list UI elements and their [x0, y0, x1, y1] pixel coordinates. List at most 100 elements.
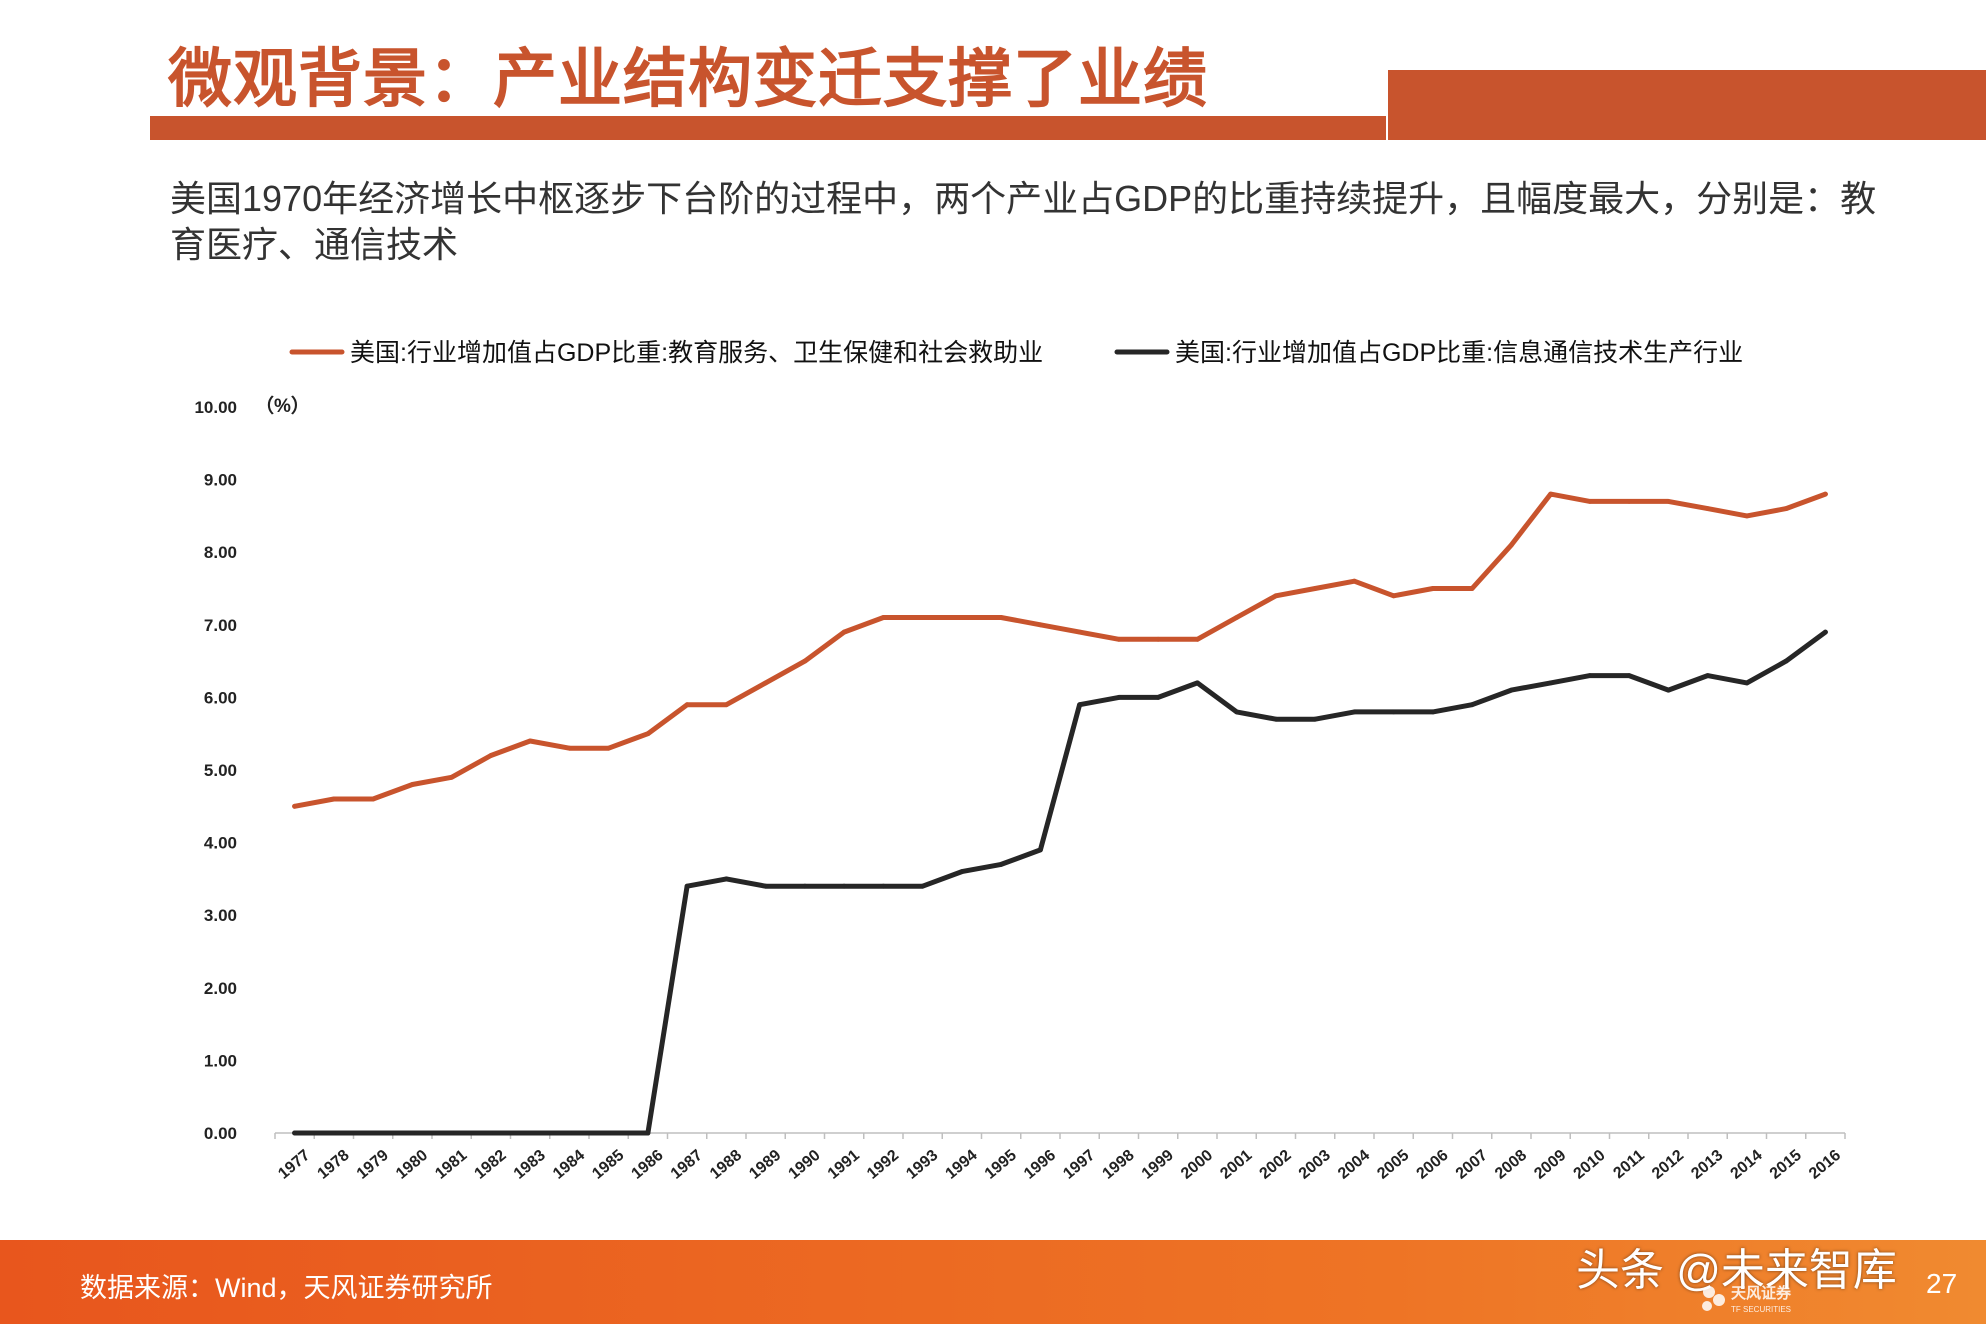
data-point [1038, 847, 1043, 853]
data-point [370, 796, 376, 802]
data-point [1352, 578, 1357, 584]
data-point [1116, 695, 1122, 700]
y-tick-label: 8.00 [204, 543, 237, 562]
x-tick-label: 1986 [628, 1147, 666, 1183]
page-title: 微观背景：产业结构变迁支撑了业绩 [168, 43, 1208, 115]
x-tick-label: 1978 [314, 1147, 352, 1183]
x-tick-label: 2011 [1610, 1147, 1648, 1182]
data-point [606, 1130, 611, 1136]
x-tick-label: 2004 [1335, 1147, 1373, 1183]
data-point [331, 796, 337, 802]
data-point [1469, 586, 1475, 591]
data-point [1077, 702, 1082, 708]
line-chart: 美国:行业增加值占GDP比重:教育服务、卫生保健和社会救助业 美国:行业增加值占G… [194, 339, 1846, 1183]
x-tick-label: 2010 [1570, 1147, 1608, 1183]
data-point [1744, 513, 1750, 519]
x-tick-label: 1998 [1099, 1147, 1137, 1183]
x-tick-label: 2003 [1296, 1147, 1334, 1183]
data-point [1744, 680, 1750, 686]
x-tick-label: 1994 [942, 1147, 980, 1183]
data-point [802, 883, 808, 889]
data-point [684, 883, 690, 889]
x-tick-label: 1993 [903, 1147, 941, 1183]
legend-label-1: 美国:行业增加值占GDP比重:教育服务、卫生保健和社会救助业 [350, 339, 1043, 367]
x-tick-label: 1989 [746, 1147, 784, 1183]
y-tick-label: 3.00 [204, 906, 237, 925]
data-point [1705, 506, 1710, 511]
x-tick-label: 1995 [982, 1147, 1020, 1183]
page-number: 27 [1926, 1268, 1958, 1299]
x-tick-label: 2009 [1531, 1147, 1569, 1183]
data-point [645, 1130, 651, 1136]
data-point [1038, 622, 1043, 628]
data-point [292, 1130, 297, 1136]
data-point [488, 753, 494, 758]
data-point [645, 731, 651, 737]
data-point [920, 883, 925, 889]
y-tick-label: 7.00 [204, 616, 237, 635]
x-tick-label: 2007 [1453, 1147, 1491, 1183]
data-point [1391, 709, 1396, 715]
watermark-text: 头条 @未来智库 [1576, 1246, 1897, 1295]
data-point [1312, 716, 1318, 722]
x-tick-label: 2012 [1649, 1147, 1687, 1183]
data-point [1312, 586, 1318, 591]
data-point [1430, 586, 1436, 591]
data-point [1273, 716, 1279, 722]
data-source-note: 数据来源：Wind，天风证券研究所 [80, 1273, 493, 1303]
data-point [920, 615, 925, 620]
data-point [1195, 680, 1200, 686]
data-point [1666, 687, 1671, 693]
data-point [1823, 491, 1828, 497]
data-point [724, 702, 729, 708]
title-accent-bar [1388, 70, 1986, 140]
x-tick-label: 1997 [1060, 1147, 1098, 1183]
data-point [998, 615, 1004, 620]
data-point [567, 1130, 572, 1136]
data-point [410, 1130, 415, 1136]
data-point [1666, 499, 1671, 504]
data-point [606, 745, 611, 751]
page-subtitle: 美国1970年经济增长中枢逐步下台阶的过程中，两个产业占GDP的比重持续提升，且… [170, 178, 1877, 265]
x-tick-label: 1991 [825, 1147, 863, 1183]
data-point [527, 738, 533, 744]
y-tick-label: 0.00 [204, 1124, 237, 1143]
footer-bar: 数据来源：Wind，天风证券研究所 头条 @未来智库 天风证券 TF SECUR… [0, 1240, 1986, 1324]
x-tick-label: 1988 [707, 1147, 745, 1183]
y-tick-label: 9.00 [204, 471, 237, 490]
data-point [959, 615, 965, 620]
data-point [1626, 499, 1632, 504]
y-tick-label: 4.00 [204, 834, 237, 853]
data-point [1509, 542, 1514, 548]
data-point [1509, 687, 1514, 693]
logo-text: 天风证券 [1731, 1284, 1792, 1302]
data-point [1430, 709, 1436, 715]
data-point [802, 658, 808, 664]
data-point [763, 883, 768, 889]
data-point [1155, 636, 1161, 642]
x-tick-label: 1996 [1021, 1147, 1059, 1183]
data-point [1823, 629, 1828, 635]
series-line-2 [292, 629, 1828, 1136]
data-point [1234, 615, 1239, 620]
x-tick-label: 1987 [668, 1147, 706, 1183]
data-point [1352, 709, 1357, 715]
data-point [841, 629, 847, 635]
data-point [527, 1130, 533, 1136]
data-point [1587, 673, 1593, 678]
x-tick-label: 2005 [1374, 1147, 1412, 1183]
data-point [1548, 680, 1553, 686]
data-point [1587, 499, 1593, 504]
data-point [370, 1130, 376, 1136]
data-point [567, 745, 572, 751]
y-axis-ticks: 0.00 1.00 2.00 3.00 4.00 5.00 6.00 7.00 8.00 9.00… [194, 398, 237, 1143]
x-tick-label: 2001 [1217, 1147, 1255, 1183]
data-point [331, 1130, 337, 1136]
x-tick-label: 2006 [1413, 1147, 1451, 1183]
x-tick-label: 1984 [550, 1147, 588, 1183]
x-tick-label: 1980 [393, 1147, 431, 1183]
data-point [1469, 702, 1475, 708]
data-point [1155, 695, 1161, 700]
data-point [292, 803, 297, 809]
data-point [1273, 593, 1279, 599]
